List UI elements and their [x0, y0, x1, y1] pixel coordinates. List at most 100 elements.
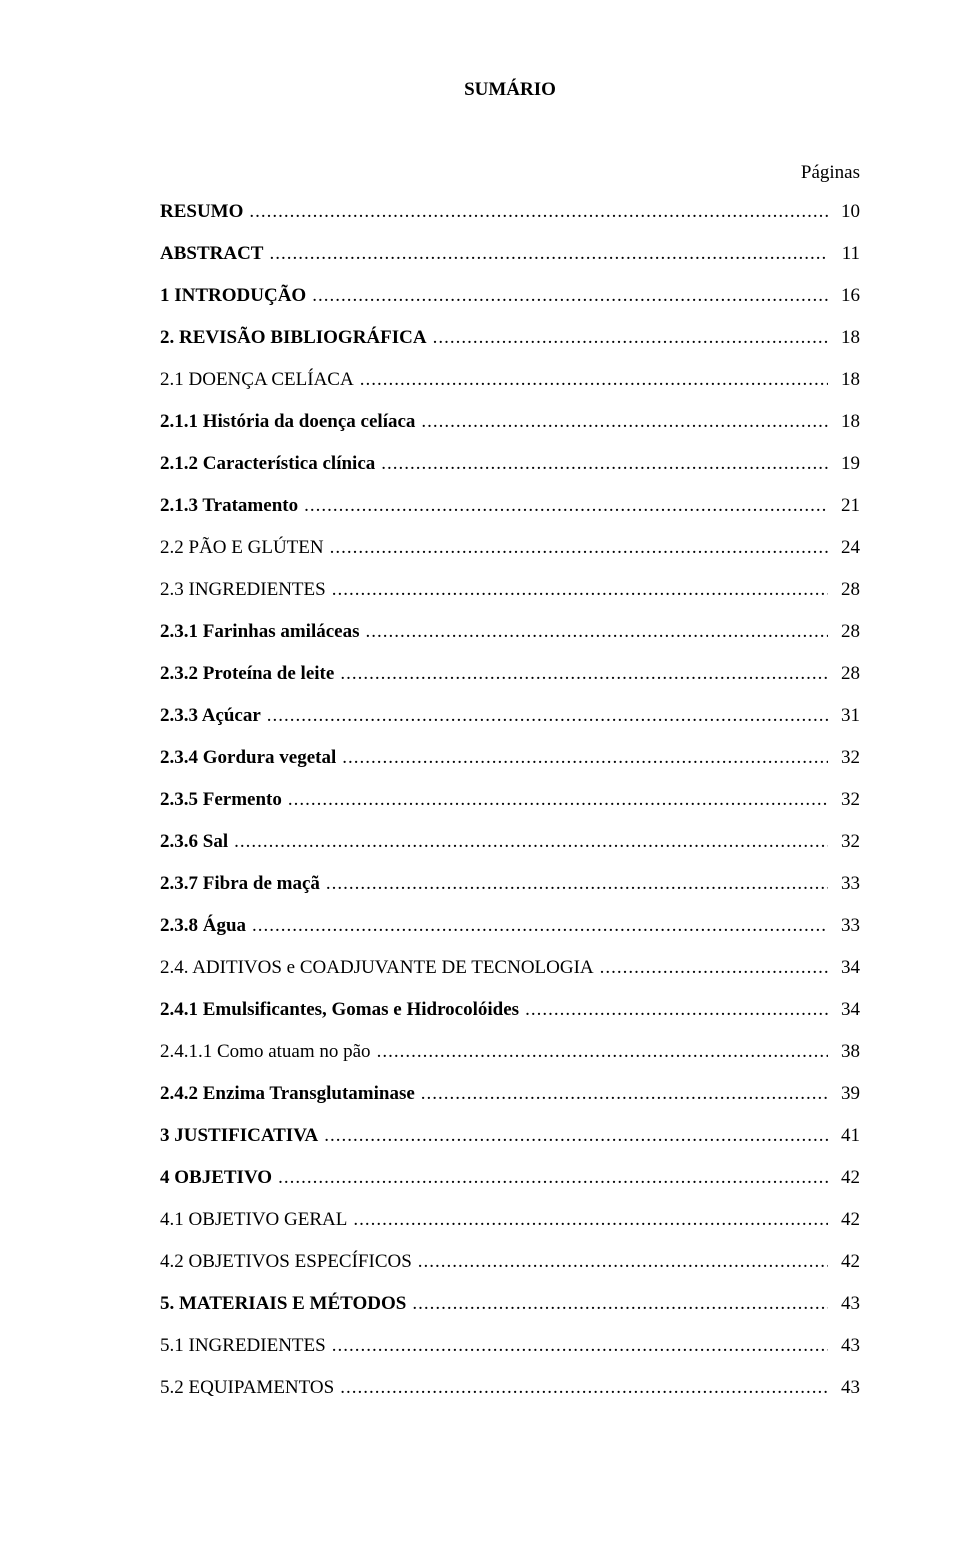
- toc-row: 2.4.1 Emulsificantes, Gomas e Hidrocolói…: [160, 1000, 860, 1019]
- toc-row: 2. REVISÃO BIBLIOGRÁFICA 18: [160, 328, 860, 347]
- toc-page-number: 34: [834, 958, 860, 977]
- toc-label: 2.4.1.1 Como atuam no pão: [160, 1042, 371, 1061]
- toc-page-number: 42: [834, 1168, 860, 1187]
- toc-label: 2.1.1 História da doença celíaca: [160, 412, 415, 431]
- toc-row: 2.3.7 Fibra de maçã33: [160, 874, 860, 893]
- toc-page-number: 16: [834, 286, 860, 305]
- toc-label: 2.1.3 Tratamento: [160, 496, 298, 515]
- toc-page-number: 39: [834, 1084, 860, 1103]
- toc-row: 2.3.1 Farinhas amiláceas 28: [160, 622, 860, 641]
- toc-label: 5.1 INGREDIENTES: [160, 1336, 326, 1355]
- toc-page-number: 42: [834, 1210, 860, 1229]
- toc-label: 2.3 INGREDIENTES: [160, 580, 326, 599]
- toc-dots: [312, 286, 828, 305]
- toc-page-number: 18: [834, 328, 860, 347]
- toc-page-number: 42: [834, 1252, 860, 1271]
- toc-label: 2.3.3 Açúcar: [160, 706, 261, 725]
- toc-row: 2.3.6 Sal 32: [160, 832, 860, 851]
- toc-page-number: 32: [834, 832, 860, 851]
- toc-page: SUMÁRIO Páginas RESUMO 10 ABSTRACT11 1 INTR…: [0, 0, 960, 1560]
- toc-row: 2.3.3 Açúcar 31: [160, 706, 860, 725]
- toc-dots: [332, 580, 828, 599]
- toc-row: 4.1 OBJETIVO GERAL 42: [160, 1210, 860, 1229]
- toc-dots: [421, 412, 828, 431]
- toc-row: 2.3.4 Gordura vegetal32: [160, 748, 860, 767]
- toc-page-number: 43: [834, 1336, 860, 1355]
- toc-row: 2.4.2 Enzima Transglutaminase 39: [160, 1084, 860, 1103]
- toc-row: 2.1.1 História da doença celíaca18: [160, 412, 860, 431]
- toc-page-number: 21: [834, 496, 860, 515]
- toc-label: 2. REVISÃO BIBLIOGRÁFICA: [160, 328, 427, 347]
- toc-row: 2.4.1.1 Como atuam no pão 38: [160, 1042, 860, 1061]
- toc-label: RESUMO: [160, 202, 243, 221]
- toc-dots: [252, 916, 828, 935]
- toc-label: 2.3.8 Água: [160, 916, 246, 935]
- toc-dots: [418, 1252, 828, 1271]
- toc-row: 2.2 PÃO E GLÚTEN 24: [160, 538, 860, 557]
- toc-dots: [360, 370, 828, 389]
- toc-label: 2.4.2 Enzima Transglutaminase: [160, 1084, 415, 1103]
- toc-dots: [267, 706, 828, 725]
- toc-page-number: 43: [834, 1294, 860, 1313]
- toc-row: 2.3.8 Água 33: [160, 916, 860, 935]
- toc-dots: [433, 328, 828, 347]
- toc-dots: [525, 1000, 828, 1019]
- toc-page-number: 24: [834, 538, 860, 557]
- toc-row: 2.1 DOENÇA CELÍACA 18: [160, 370, 860, 389]
- toc-dots: [377, 1042, 828, 1061]
- toc-dots: [340, 664, 828, 683]
- toc-page-number: 32: [834, 748, 860, 767]
- toc-dots: [381, 454, 828, 473]
- toc-page-number: 28: [834, 580, 860, 599]
- toc-dots: [600, 958, 828, 977]
- toc-row: 2.4. ADITIVOS e COADJUVANTE DE TECNOLOGI…: [160, 958, 860, 977]
- toc-page-number: 33: [834, 874, 860, 893]
- toc-dots: [249, 202, 828, 221]
- toc-row: 2.3.5 Fermento32: [160, 790, 860, 809]
- toc-label: 5. MATERIAIS E MÉTODOS: [160, 1294, 406, 1313]
- toc-row: 1 INTRODUÇÃO16: [160, 286, 860, 305]
- toc-label: 2.4.1 Emulsificantes, Gomas e Hidrocolói…: [160, 1000, 519, 1019]
- toc-dots: [412, 1294, 828, 1313]
- toc-page-number: 34: [834, 1000, 860, 1019]
- toc-label: 2.3.6 Sal: [160, 832, 228, 851]
- toc-label: 2.2 PÃO E GLÚTEN: [160, 538, 324, 557]
- toc-page-number: 38: [834, 1042, 860, 1061]
- toc-dots: [278, 1168, 828, 1187]
- toc-row: 2.3.2 Proteína de leite28: [160, 664, 860, 683]
- toc-label: ABSTRACT: [160, 244, 263, 263]
- toc-dots: [304, 496, 828, 515]
- toc-container: RESUMO 10 ABSTRACT11 1 INTRODUÇÃO16 2. REVIS…: [160, 202, 860, 1397]
- pages-header: Páginas: [160, 163, 860, 182]
- toc-page-number: 43: [834, 1378, 860, 1397]
- toc-row: 2.3 INGREDIENTES 28: [160, 580, 860, 599]
- toc-page-number: 32: [834, 790, 860, 809]
- toc-dots: [366, 622, 829, 641]
- toc-dots: [269, 244, 828, 263]
- toc-label: 2.1 DOENÇA CELÍACA: [160, 370, 354, 389]
- toc-page-number: 33: [834, 916, 860, 935]
- toc-dots: [288, 790, 828, 809]
- page-title: SUMÁRIO: [160, 80, 860, 99]
- toc-row: 3 JUSTIFICATIVA41: [160, 1126, 860, 1145]
- toc-label: 2.3.2 Proteína de leite: [160, 664, 334, 683]
- toc-dots: [421, 1084, 828, 1103]
- toc-dots: [332, 1336, 828, 1355]
- toc-page-number: 19: [834, 454, 860, 473]
- toc-label: 5.2 EQUIPAMENTOS: [160, 1378, 334, 1397]
- toc-page-number: 18: [834, 370, 860, 389]
- toc-row: 4 OBJETIVO42: [160, 1168, 860, 1187]
- toc-label: 2.3.1 Farinhas amiláceas: [160, 622, 360, 641]
- toc-dots: [326, 874, 828, 893]
- toc-page-number: 10: [834, 202, 860, 221]
- toc-row: 4.2 OBJETIVOS ESPECÍFICOS 42: [160, 1252, 860, 1271]
- toc-row: 5. MATERIAIS E MÉTODOS 43: [160, 1294, 860, 1313]
- toc-label: 2.1.2 Característica clínica: [160, 454, 375, 473]
- toc-label: 4.2 OBJETIVOS ESPECÍFICOS: [160, 1252, 412, 1271]
- toc-page-number: 28: [834, 622, 860, 641]
- toc-row: 2.1.2 Característica clínica 19: [160, 454, 860, 473]
- toc-label: 3 JUSTIFICATIVA: [160, 1126, 318, 1145]
- toc-page-number: 31: [834, 706, 860, 725]
- toc-label: 4.1 OBJETIVO GERAL: [160, 1210, 347, 1229]
- toc-row: ABSTRACT11: [160, 244, 860, 263]
